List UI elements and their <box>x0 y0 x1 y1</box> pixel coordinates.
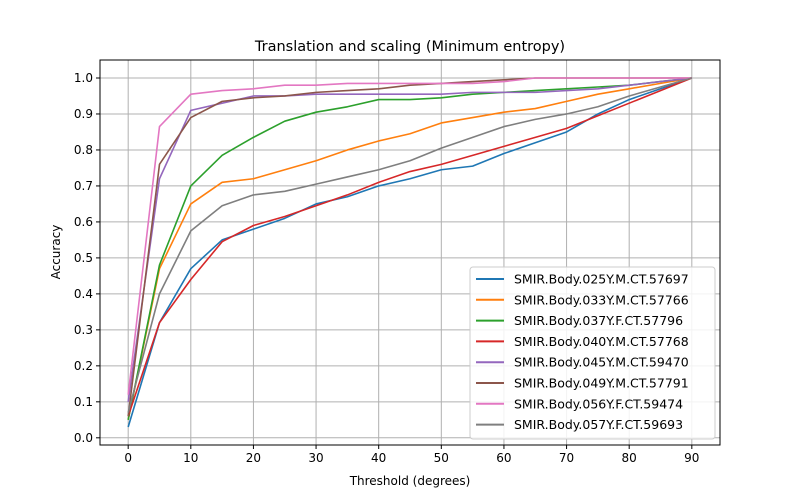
y-axis-ticks: 0.0 0.1 0.2 0.3 0.4 0.5 0.6 0.7 0.8 0.9 1.0 <box>74 71 100 445</box>
series-line-1 <box>127 77 693 428</box>
legend-label: SMIR.Body.037Y.F.CT.57796 <box>514 313 683 328</box>
legend-label: SMIR.Body.049Y.M.CT.57791 <box>514 376 689 391</box>
legend-label: SMIR.Body.056Y.F.CT.59474 <box>514 396 683 411</box>
x-tick-label: 50 <box>434 451 449 465</box>
x-tick-label: 20 <box>246 451 261 465</box>
y-tick-label: 0.8 <box>74 143 93 157</box>
x-tick-label: 30 <box>308 451 323 465</box>
y-tick-label: 1.0 <box>74 71 93 85</box>
y-tick-label: 0.3 <box>74 323 93 337</box>
series-line-2 <box>127 77 692 420</box>
y-tick-label: 0.7 <box>74 179 93 193</box>
x-tick-label: 10 <box>183 451 198 465</box>
plot-frame <box>99 59 721 446</box>
legend-label: SMIR.Body.040Y.M.CT.57768 <box>514 334 689 349</box>
x-tick-label: 60 <box>496 451 511 465</box>
legend-label: SMIR.Body.057Y.F.CT.59693 <box>514 417 683 432</box>
x-tick-label: 40 <box>371 451 386 465</box>
legend-label: SMIR.Body.045Y.M.CT.59470 <box>514 355 689 370</box>
x-axis-ticks: 0 10 20 30 40 50 60 70 80 90 <box>124 445 699 465</box>
y-tick-label: 0.9 <box>74 107 93 121</box>
legend: SMIR.Body.025Y.M.CT.57697 SMIR.Body.033Y.… <box>469 266 716 440</box>
legend-label: SMIR.Body.033Y.M.CT.57766 <box>514 292 689 307</box>
x-tick-label: 80 <box>622 451 637 465</box>
series-lines <box>127 77 693 428</box>
x-axis-label: Threshold (degrees) <box>349 474 471 488</box>
series-line-7 <box>127 77 692 395</box>
chart-title: Translation and scaling (Minimum entropy… <box>254 39 565 55</box>
series-line-8 <box>127 77 693 413</box>
legend-label: SMIR.Body.025Y.M.CT.57697 <box>514 272 689 287</box>
y-tick-label: 0.2 <box>74 359 93 373</box>
series-line-4 <box>127 77 693 417</box>
y-tick-label: 0.0 <box>74 431 93 445</box>
series-line-3 <box>127 77 692 420</box>
y-tick-label: 0.4 <box>74 287 93 301</box>
y-axis-label: Accuracy <box>49 225 63 280</box>
series-line-5 <box>127 77 692 402</box>
x-tick-label: 0 <box>124 451 132 465</box>
y-tick-label: 0.1 <box>74 395 93 409</box>
x-tick-label: 90 <box>684 451 699 465</box>
legend-box <box>469 266 716 440</box>
x-tick-label: 70 <box>559 451 574 465</box>
y-tick-label: 0.5 <box>74 251 93 265</box>
y-tick-label: 0.6 <box>74 215 93 229</box>
